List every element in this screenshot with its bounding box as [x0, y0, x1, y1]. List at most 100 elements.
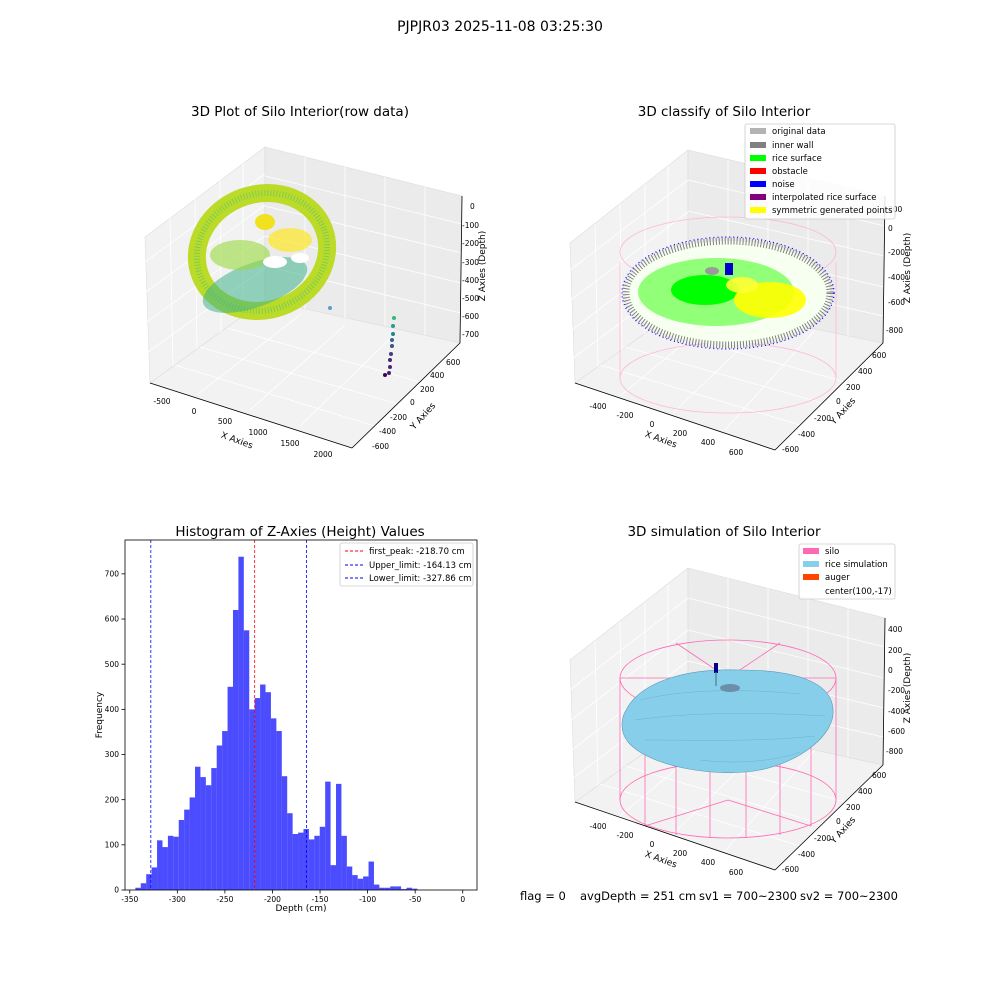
- histogram-bar: [346, 866, 353, 890]
- panel4-xtick: -400: [589, 822, 606, 831]
- histogram-bar: [140, 883, 147, 890]
- histogram-ytick-label: 700: [105, 569, 120, 578]
- legend-label: inner wall: [772, 141, 813, 151]
- legend-swatch: [750, 207, 766, 213]
- panel1-ztick: -400: [462, 276, 479, 285]
- histogram-bar: [178, 820, 185, 890]
- panel2-ztick: -800: [886, 326, 903, 335]
- histogram-bar: [205, 785, 212, 890]
- panel1-z-axis: 0 -100 -200 -300 -400 -500 -600 -700 Z A…: [459, 195, 488, 344]
- legend-label: rice surface: [772, 154, 822, 164]
- legend-label: auger: [825, 573, 850, 583]
- panel1-ytick: -600: [372, 442, 389, 451]
- histogram-bar: [352, 875, 358, 890]
- histogram-ytick-label: 0: [114, 886, 119, 895]
- panel4-ytick: 0: [836, 817, 841, 826]
- panel1-zlabel: Z Axies (Depth): [478, 231, 488, 302]
- panel4-xtick: 200: [673, 849, 688, 858]
- histogram-bar: [298, 832, 304, 890]
- histogram-bar: [189, 797, 196, 890]
- panel1-ztick: -100: [462, 221, 479, 230]
- panel4-ztick: -800: [886, 747, 903, 756]
- panel1-ztick: 0: [470, 202, 475, 211]
- panel2-ytick: 0: [836, 397, 841, 406]
- auger-marker: [714, 663, 718, 673]
- histogram-bar: [157, 840, 163, 890]
- panel-classify: 3D classify of Silo Interior: [569, 104, 913, 457]
- histogram-bar: [200, 777, 206, 890]
- panel4-rice-simulation-surface: [621, 663, 834, 773]
- legend-label: Upper_limit: -164.13 cm: [369, 561, 472, 571]
- status-footer: flag = 0 avgDepth = 251 cm sv1 = 700~230…: [520, 889, 898, 903]
- histogram-bar: [146, 874, 152, 890]
- legend-swatch: [750, 155, 766, 161]
- histogram-bar: [167, 835, 174, 890]
- histogram-bar: [151, 867, 158, 890]
- panel2-ytick: -600: [782, 445, 799, 454]
- legend-swatch: [750, 142, 766, 148]
- histogram-bar: [254, 698, 261, 890]
- histogram-bar: [336, 783, 342, 890]
- histogram-bar: [184, 809, 190, 890]
- panel2-xtick: -200: [616, 411, 633, 420]
- panel4-ytick: -200: [814, 834, 831, 843]
- panel1-xtick: 0: [192, 407, 197, 416]
- histogram-bar: [325, 781, 331, 890]
- panel4-ztick: -200: [888, 686, 905, 695]
- legend-label: obstacle: [772, 167, 808, 177]
- histogram-bar: [260, 684, 266, 890]
- panel4-ytick: -400: [798, 850, 815, 859]
- panel1-xtick: 2000: [313, 450, 332, 459]
- panel4-xtick: -200: [616, 831, 633, 840]
- histogram-ylabel: Frequency: [95, 691, 105, 738]
- histogram-xtick-label: -200: [264, 895, 281, 904]
- histogram-bar: [292, 834, 299, 890]
- panel4-ytick: 400: [858, 787, 873, 796]
- histogram-bar: [303, 829, 309, 890]
- legend-label: rice simulation: [825, 560, 888, 570]
- panel2-ytick: -400: [798, 430, 815, 439]
- histogram-bar: [401, 889, 407, 890]
- histogram-xtick-label: -100: [359, 895, 376, 904]
- histogram-bars: [135, 556, 418, 890]
- suptitle: PJPJR03 2025-11-08 03:25:30: [397, 19, 603, 35]
- panel2-xtick: 600: [729, 448, 744, 457]
- histogram-bar: [368, 861, 374, 890]
- panel4-grid: [569, 578, 886, 852]
- panel4-title: 3D simulation of Silo Interior: [627, 524, 821, 540]
- panel2-ztick: -400: [888, 273, 905, 282]
- histogram-bar: [265, 692, 271, 890]
- avg-depth-text: avgDepth = 251 cm: [580, 889, 696, 903]
- histogram-bar: [249, 709, 255, 890]
- panel1-ytick: 600: [446, 358, 461, 367]
- histogram-bar: [162, 847, 168, 890]
- panel2-ztick: -600: [888, 298, 905, 307]
- histogram-bar: [227, 686, 233, 890]
- panel1-title: 3D Plot of Silo Interior(row data): [191, 104, 409, 120]
- panel1-ztick: -300: [462, 258, 479, 267]
- legend-label: center(100,-17): [825, 587, 892, 597]
- histogram-bar: [357, 878, 364, 890]
- legend-swatch: [750, 168, 766, 174]
- panel4-xtick: 600: [729, 868, 744, 877]
- legend-label: silo: [825, 547, 839, 557]
- histogram-bar: [135, 887, 141, 890]
- panel2-zlabel: Z Axies (Depth): [903, 233, 913, 304]
- panel4-xtick: 400: [701, 858, 716, 867]
- panel4-ytick: 200: [846, 803, 861, 812]
- panel2-ztick: 0: [888, 224, 893, 233]
- panel4-ytick: -600: [782, 865, 799, 874]
- histogram-xtick-label: -250: [216, 895, 233, 904]
- panel-raw-data: 3D Plot of Silo Interior(row data): [144, 104, 488, 459]
- histogram-xlabel: Depth (cm): [275, 904, 326, 914]
- histogram-bar: [314, 835, 320, 890]
- histogram-xtick-label: 0: [460, 895, 465, 904]
- legend-swatch: [750, 181, 766, 187]
- histogram-y-ticks: 0 100 200 300 400 500 600 700: [105, 569, 125, 895]
- flag-text: flag = 0: [520, 889, 566, 903]
- legend-swatch: [803, 561, 819, 567]
- panel1-ytick: 200: [420, 385, 435, 394]
- panel4-z-axis: 400 200 0 -200 -400 -600 -800 Z Axies (D…: [882, 617, 913, 766]
- panel2-ytick: 200: [846, 383, 861, 392]
